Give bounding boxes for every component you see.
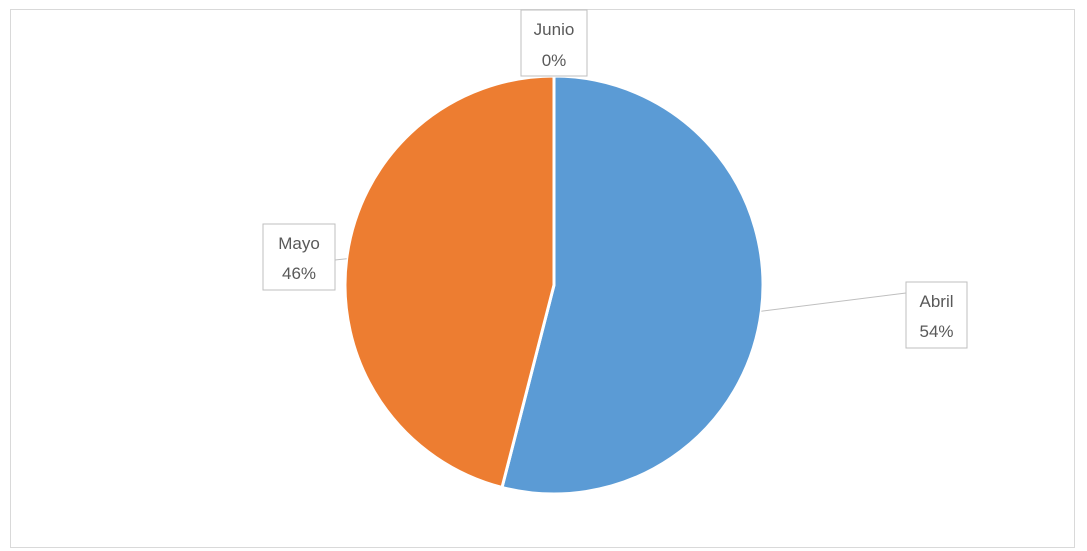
data-label-abril-box [905,281,968,349]
data-label-junio-box [520,9,588,77]
data-label-abril: Abril 54% [905,281,968,349]
data-label-abril-percent: 54% [919,322,953,341]
data-label-mayo-category: Mayo [278,234,320,253]
leader-line-mayo [334,258,347,261]
data-label-abril-category: Abril [919,292,953,311]
pie-slice-abril [500,74,765,496]
data-label-junio-category: Junio [534,20,575,39]
data-label-mayo-box [262,223,336,291]
leader-lines [334,258,907,312]
data-label-junio: Junio 0% [520,9,588,77]
data-label-mayo-percent: 46% [282,264,316,283]
leader-line-abril [761,292,907,312]
data-label-junio-percent: 0% [542,51,567,70]
pie-slices [343,74,765,496]
data-label-mayo: Mayo 46% [262,223,336,291]
pie-slice-mayo [343,74,556,489]
